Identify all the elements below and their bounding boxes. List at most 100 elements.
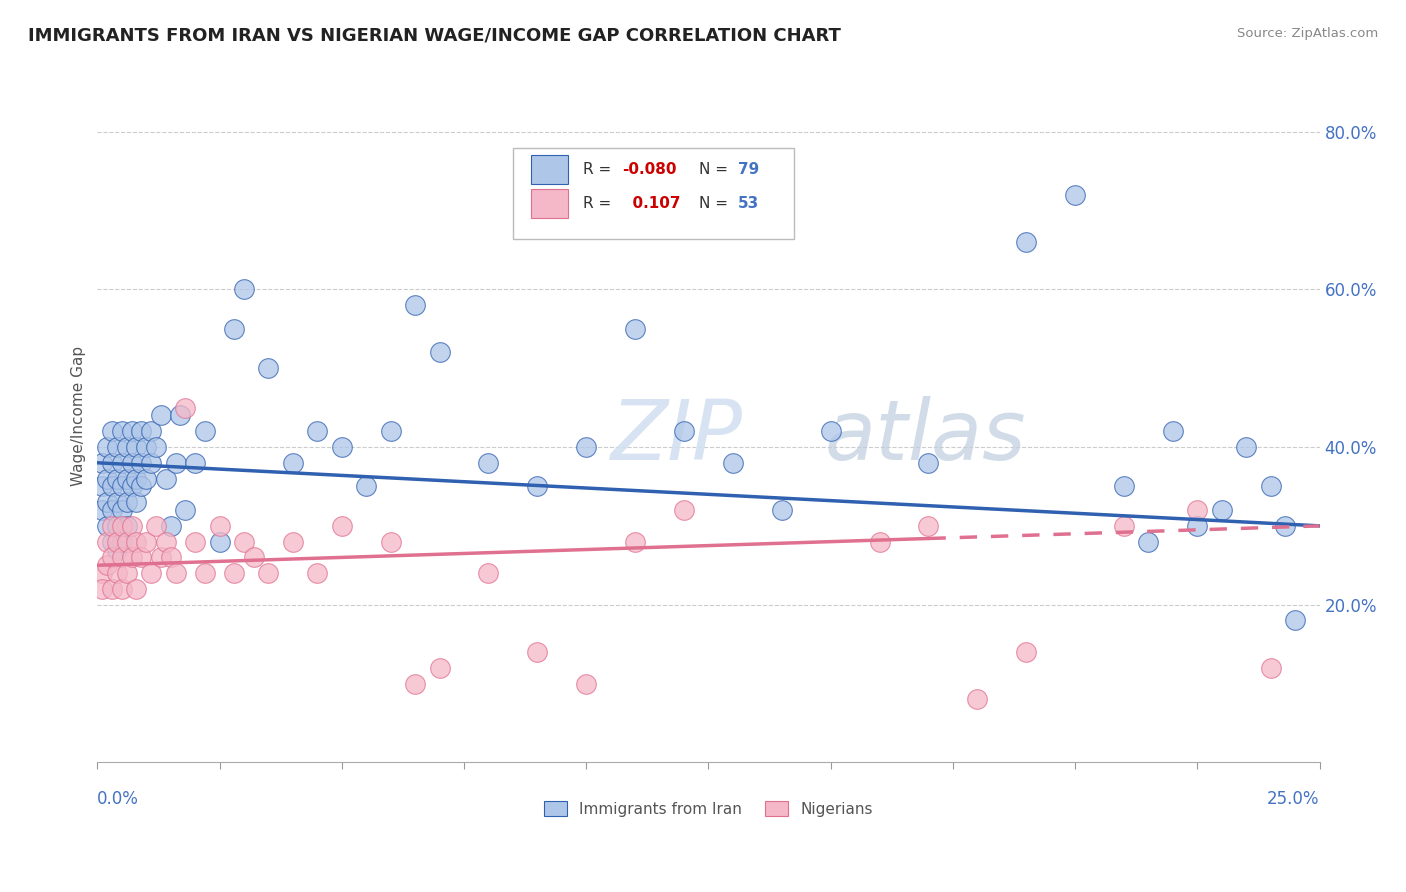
Point: [101, 582, 124, 596]
Point: [111, 456, 134, 470]
Point: [131, 479, 153, 493]
Point: [115, 495, 138, 509]
Point: [121, 519, 143, 533]
Point: [121, 424, 143, 438]
Point: [165, 456, 187, 470]
FancyBboxPatch shape: [531, 154, 568, 184]
Point: [1112, 519, 1135, 533]
Point: [101, 534, 124, 549]
Point: [159, 519, 181, 533]
Point: [135, 472, 157, 486]
Point: [184, 534, 207, 549]
Point: [131, 424, 153, 438]
Legend: Immigrants from Iran, Nigerians: Immigrants from Iran, Nigerians: [537, 793, 880, 824]
Point: [526, 645, 548, 659]
Point: [149, 409, 172, 423]
Point: [770, 203, 793, 218]
Point: [111, 519, 134, 533]
Point: [624, 322, 647, 336]
Point: [91, 582, 114, 596]
Text: N =: N =: [699, 161, 733, 177]
Point: [1260, 479, 1282, 493]
Point: [1015, 645, 1038, 659]
Point: [105, 440, 128, 454]
Point: [721, 456, 744, 470]
Point: [155, 472, 177, 486]
Point: [194, 424, 217, 438]
Point: [139, 566, 162, 581]
Point: [575, 440, 598, 454]
Point: [105, 542, 128, 557]
Point: [330, 519, 353, 533]
Point: [131, 550, 153, 565]
Point: [917, 456, 939, 470]
Text: -0.080: -0.080: [621, 161, 676, 177]
Point: [224, 322, 246, 336]
Point: [1112, 479, 1135, 493]
Point: [105, 519, 128, 533]
Point: [121, 456, 143, 470]
Point: [115, 519, 138, 533]
Text: ZIP: ZIP: [610, 396, 742, 477]
Point: [96, 495, 118, 509]
Point: [105, 472, 128, 486]
Point: [1284, 614, 1306, 628]
Point: [101, 479, 124, 493]
Point: [1187, 519, 1209, 533]
Point: [101, 503, 124, 517]
Point: [125, 472, 148, 486]
Point: [101, 519, 124, 533]
Point: [174, 401, 197, 415]
Point: [243, 550, 266, 565]
Point: [575, 676, 598, 690]
Point: [820, 424, 842, 438]
Point: [111, 503, 134, 517]
Text: R =: R =: [582, 161, 616, 177]
Point: [105, 495, 128, 509]
Point: [111, 534, 134, 549]
Point: [208, 534, 231, 549]
Point: [307, 424, 329, 438]
Point: [194, 566, 217, 581]
Point: [380, 424, 402, 438]
Point: [96, 440, 118, 454]
Point: [115, 534, 138, 549]
Point: [135, 534, 157, 549]
Point: [770, 503, 793, 517]
Point: [429, 345, 451, 359]
Text: 79: 79: [738, 161, 759, 177]
Point: [477, 456, 499, 470]
Point: [105, 566, 128, 581]
Point: [208, 519, 231, 533]
Text: IMMIGRANTS FROM IRAN VS NIGERIAN WAGE/INCOME GAP CORRELATION CHART: IMMIGRANTS FROM IRAN VS NIGERIAN WAGE/IN…: [28, 27, 841, 45]
Point: [155, 534, 177, 549]
Point: [125, 582, 148, 596]
Point: [404, 298, 426, 312]
Point: [111, 550, 134, 565]
Point: [1187, 503, 1209, 517]
Point: [174, 503, 197, 517]
Point: [96, 534, 118, 549]
Point: [257, 566, 280, 581]
Point: [165, 566, 187, 581]
Point: [96, 472, 118, 486]
Point: [673, 424, 696, 438]
Point: [224, 566, 246, 581]
Point: [145, 519, 167, 533]
Text: atlas: atlas: [824, 396, 1026, 477]
Text: 0.0%: 0.0%: [97, 790, 139, 808]
Point: [159, 550, 181, 565]
Point: [145, 440, 167, 454]
Point: [1274, 519, 1296, 533]
Point: [1161, 424, 1184, 438]
Point: [125, 440, 148, 454]
Text: Source: ZipAtlas.com: Source: ZipAtlas.com: [1237, 27, 1378, 40]
Point: [125, 495, 148, 509]
Point: [281, 534, 304, 549]
Text: N =: N =: [699, 196, 733, 211]
Point: [233, 534, 256, 549]
Point: [1137, 534, 1160, 549]
Point: [96, 519, 118, 533]
Text: 25.0%: 25.0%: [1267, 790, 1320, 808]
Point: [135, 440, 157, 454]
